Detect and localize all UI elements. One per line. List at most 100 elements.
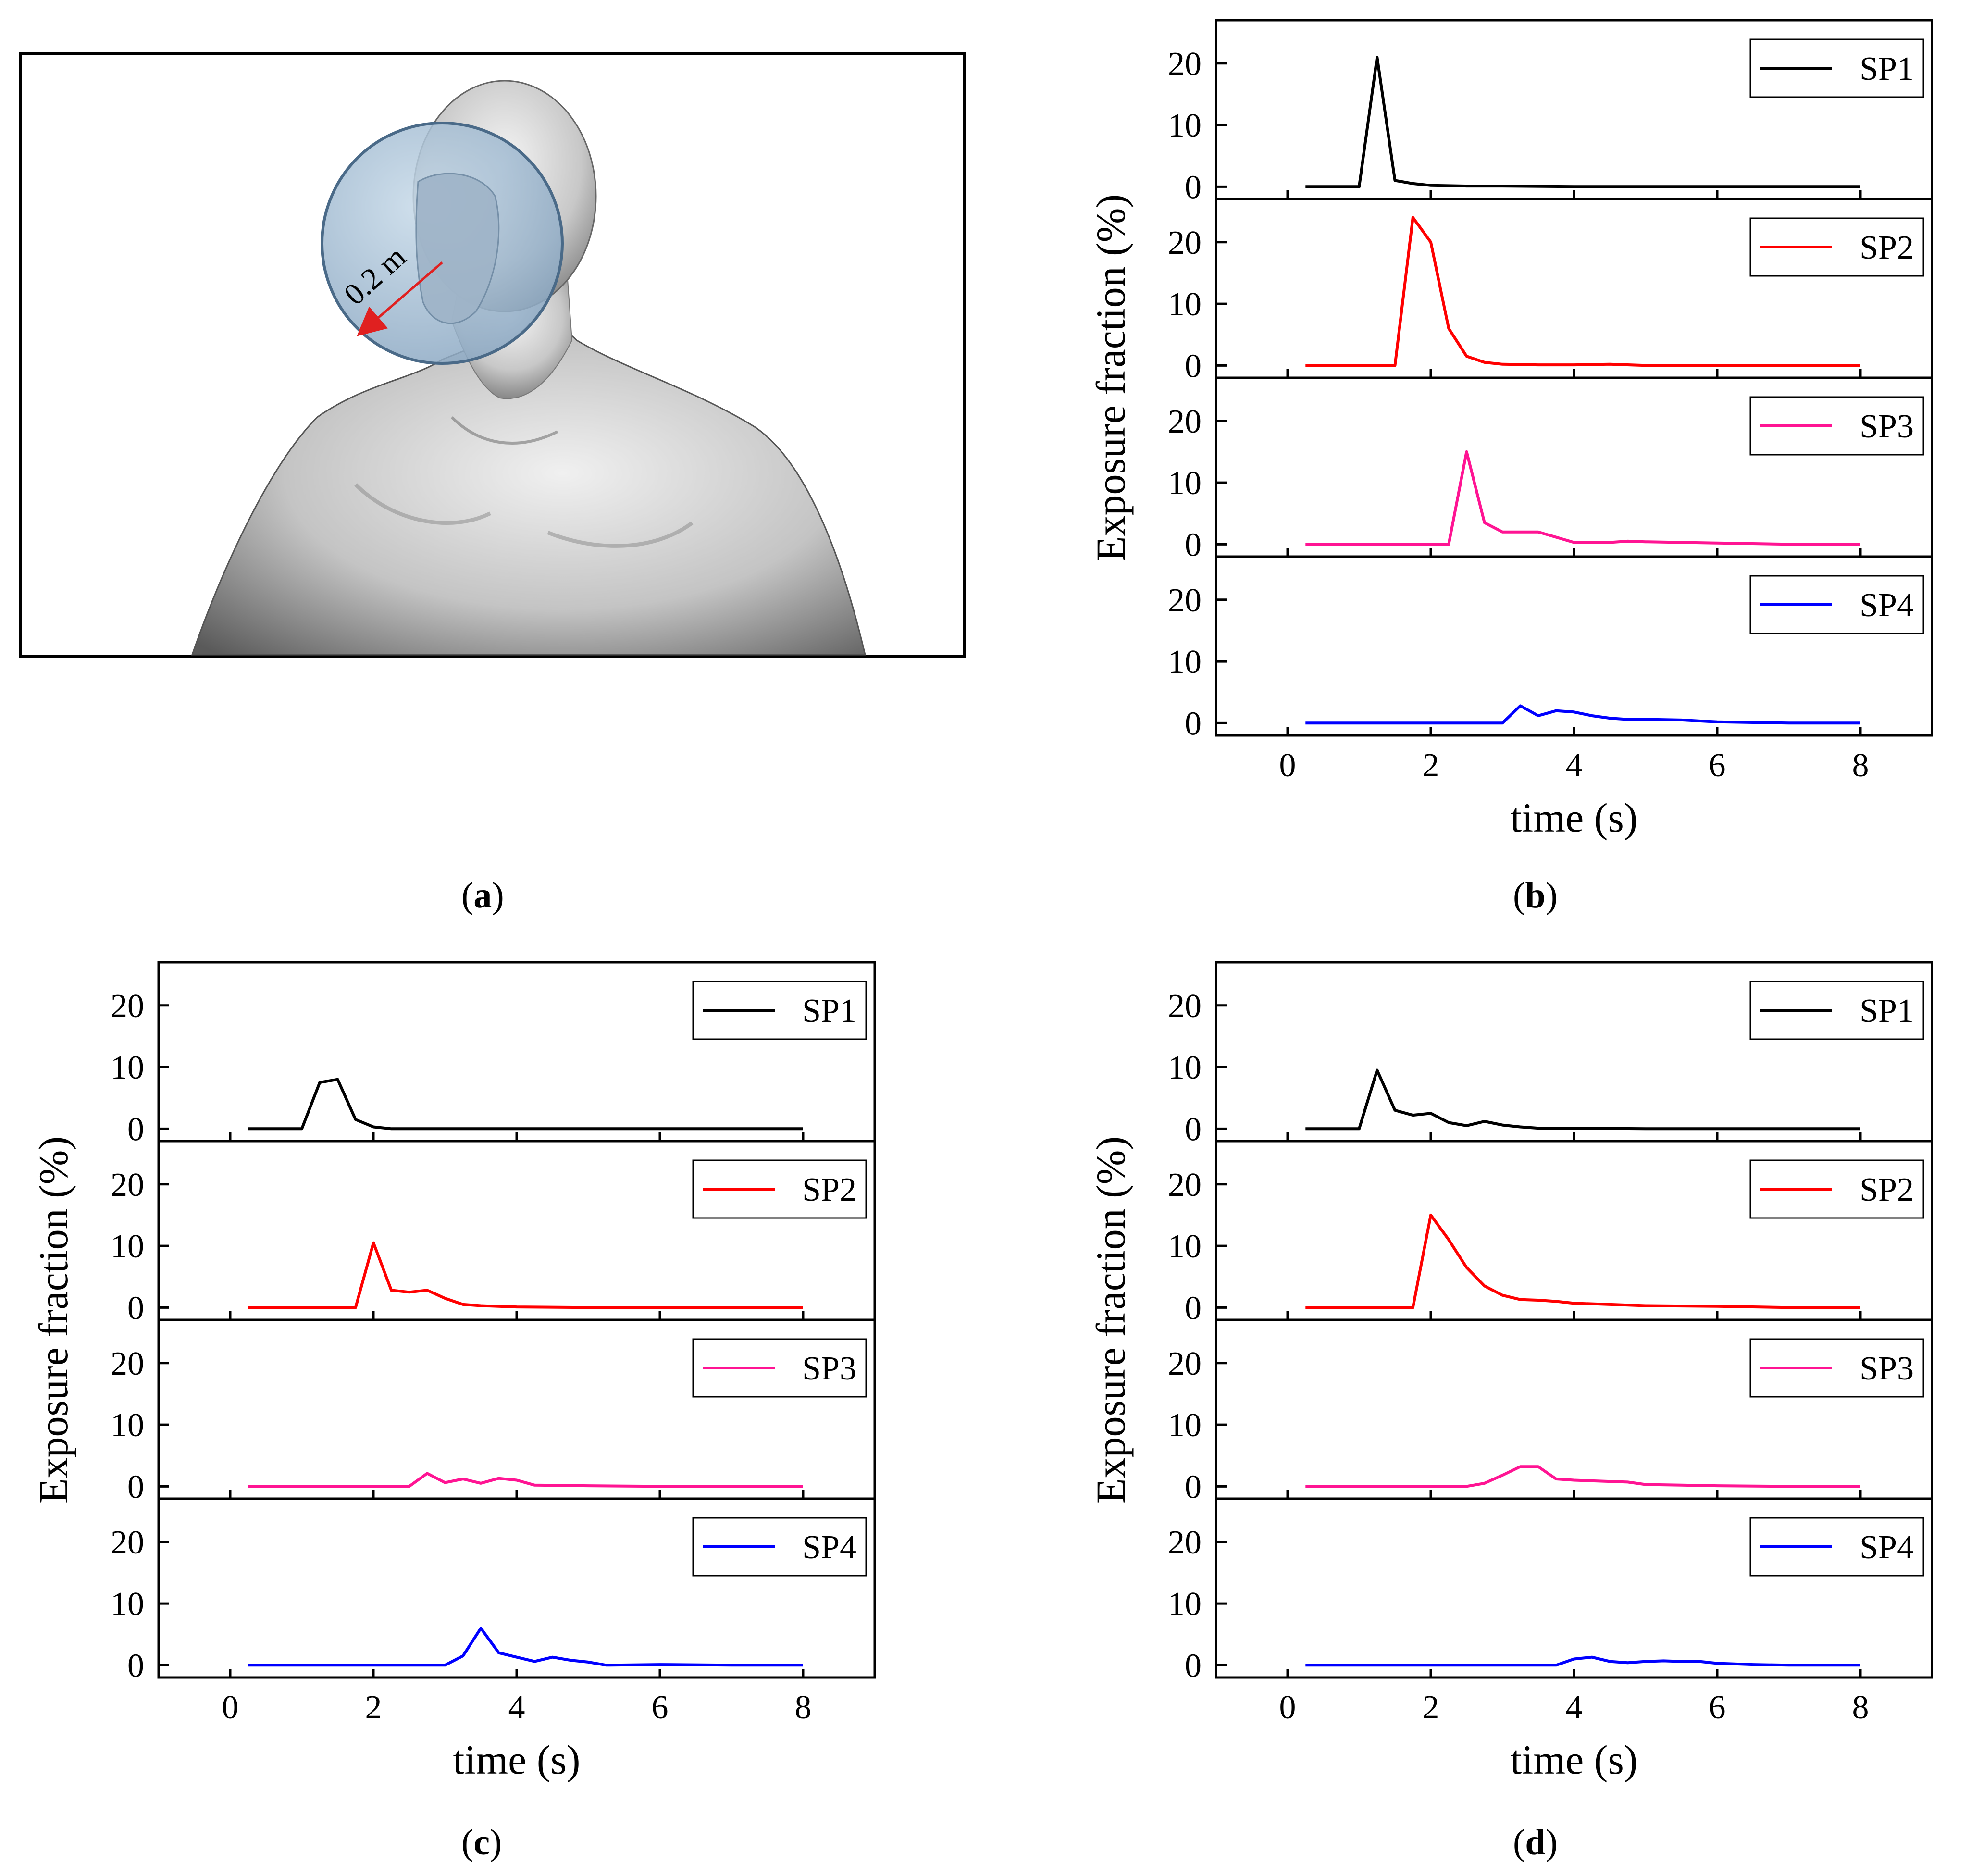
y-axis-label: Exposure fraction (%) [30, 1136, 76, 1503]
series-line-sp4 [1305, 704, 1860, 725]
legend-label: SP4 [1859, 587, 1914, 624]
chart-b: 0 10 20 SP1 0 10 20 SP2 0 10 20 SP3 0 10 20 SP4 0 2 4 6 8 tim… [1088, 19, 1933, 841]
subplot-sp3: 0 10 20 SP3 [1168, 1318, 1933, 1505]
subplot-sp1: 0 10 20 SP1 [1168, 961, 1933, 1148]
caption-b: (b) [1513, 875, 1558, 916]
series-line-sp3 [1305, 450, 1860, 546]
y-tick-label: 10 [1168, 107, 1202, 144]
y-tick-label: 20 [111, 1345, 144, 1382]
y-tick-label: 0 [127, 1290, 144, 1327]
legend-sp1: SP1 [1749, 38, 1924, 98]
series-line-sp1 [1305, 1068, 1860, 1131]
y-tick-label: 20 [1168, 582, 1202, 619]
x-tick-label: 8 [795, 1689, 812, 1726]
x-tick-label: 6 [1709, 747, 1726, 784]
subplot-sp1: 0 10 20 SP1 [1168, 19, 1933, 206]
chart-d: 0 10 20 SP1 0 10 20 SP2 0 10 20 SP3 0 10 20 SP4 0 2 4 6 8 tim… [1088, 961, 1933, 1783]
legend-sp3: SP3 [1749, 396, 1924, 456]
y-tick-label: 10 [1168, 1586, 1202, 1623]
y-tick-label: 0 [1185, 705, 1202, 742]
series-line-sp2 [1305, 1213, 1860, 1309]
y-tick-label: 0 [1185, 169, 1202, 206]
y-tick-label: 10 [1168, 1407, 1202, 1444]
x-tick-label: 6 [1709, 1689, 1726, 1726]
x-tick-label: 2 [1423, 747, 1439, 784]
y-axis-label: Exposure fraction (%) [1088, 194, 1134, 561]
legend-sp4: SP4 [692, 1517, 867, 1577]
y-tick-label: 10 [1168, 286, 1202, 323]
legend-label: SP2 [1859, 1171, 1914, 1208]
caption-a: (a) [461, 875, 504, 916]
y-tick-label: 20 [1168, 224, 1202, 261]
legend-sp2: SP2 [692, 1159, 867, 1219]
legend-sp3: SP3 [692, 1338, 867, 1398]
subplot-sp2: 0 10 20 SP2 [111, 1140, 876, 1327]
x-tick-label: 0 [1279, 1689, 1296, 1726]
legend-sp1: SP1 [692, 981, 867, 1040]
y-tick-label: 20 [1168, 1524, 1202, 1561]
y-tick-label: 20 [111, 988, 144, 1025]
x-tick-label: 8 [1852, 747, 1869, 784]
subplot-sp4: 0 10 20 SP4 [1168, 1497, 1933, 1684]
y-tick-label: 10 [1168, 644, 1202, 681]
y-tick-label: 0 [1185, 1647, 1202, 1684]
y-tick-label: 0 [127, 1111, 144, 1148]
series-line-sp3 [1305, 1465, 1860, 1488]
x-tick-label: 4 [1566, 1689, 1583, 1726]
legend-box [1749, 38, 1924, 98]
series-line-sp4 [1305, 1655, 1860, 1667]
y-tick-label: 20 [1168, 1345, 1202, 1382]
legend-label: SP1 [1859, 50, 1914, 87]
x-axis-label: time (s) [1510, 1737, 1637, 1783]
x-tick-label: 2 [365, 1689, 382, 1726]
series-line-sp4 [248, 1627, 803, 1667]
series-line-sp3 [248, 1472, 803, 1488]
legend-label: SP4 [802, 1529, 856, 1566]
legend-label: SP1 [802, 993, 856, 1030]
legend-sp4: SP4 [1749, 575, 1924, 634]
chart-c: 0 10 20 SP1 0 10 20 SP2 0 10 20 SP3 0 10 20 SP4 0 2 4 6 8 tim… [30, 961, 876, 1783]
y-tick-label: 20 [111, 1524, 144, 1561]
subplot-sp2: 0 10 20 SP2 [1168, 198, 1933, 385]
x-axis-label: time (s) [453, 1737, 580, 1783]
x-axis-label: time (s) [1510, 795, 1637, 841]
legend-label: SP3 [1859, 408, 1914, 445]
legend-sp2: SP2 [1749, 1159, 1924, 1219]
subplot-sp4: 0 10 20 SP4 [111, 1497, 876, 1684]
caption-c: (c) [461, 1822, 502, 1863]
x-tick-label: 0 [1279, 747, 1296, 784]
subplot-sp3: 0 10 20 SP3 [111, 1318, 876, 1505]
legend-sp1: SP1 [1749, 981, 1924, 1040]
y-tick-label: 20 [1168, 46, 1202, 83]
series-line-sp1 [1305, 56, 1860, 188]
legend-sp3: SP3 [1749, 1338, 1924, 1398]
y-tick-label: 10 [111, 1407, 144, 1444]
y-tick-label: 10 [1168, 1049, 1202, 1086]
y-tick-label: 0 [1185, 1468, 1202, 1505]
caption-d: (d) [1513, 1822, 1558, 1863]
y-tick-label: 10 [111, 1049, 144, 1086]
legend-label: SP4 [1859, 1529, 1914, 1566]
y-tick-label: 0 [127, 1647, 144, 1684]
legend-label: SP3 [802, 1350, 856, 1387]
x-tick-label: 8 [1852, 1689, 1869, 1726]
subplot-sp1: 0 10 20 SP1 [111, 961, 876, 1148]
legend-label: SP3 [1859, 1350, 1914, 1387]
y-tick-label: 0 [1185, 1290, 1202, 1327]
legend-label: SP1 [1859, 993, 1914, 1030]
legend-label: SP2 [802, 1171, 856, 1208]
x-tick-label: 2 [1423, 1689, 1439, 1726]
y-tick-label: 10 [1168, 465, 1202, 502]
distance-arrow [357, 261, 443, 336]
series-line-sp1 [248, 1078, 803, 1131]
series-line-sp2 [248, 1241, 803, 1309]
y-tick-label: 10 [111, 1228, 144, 1265]
y-tick-label: 10 [111, 1586, 144, 1623]
y-tick-label: 0 [1185, 1111, 1202, 1148]
subplot-sp3: 0 10 20 SP3 [1168, 376, 1933, 563]
subplot-sp4: 0 10 20 SP4 [1168, 555, 1933, 742]
y-axis-label: Exposure fraction (%) [1088, 1136, 1134, 1503]
series-line-sp2 [1305, 216, 1860, 367]
x-tick-label: 0 [222, 1689, 239, 1726]
